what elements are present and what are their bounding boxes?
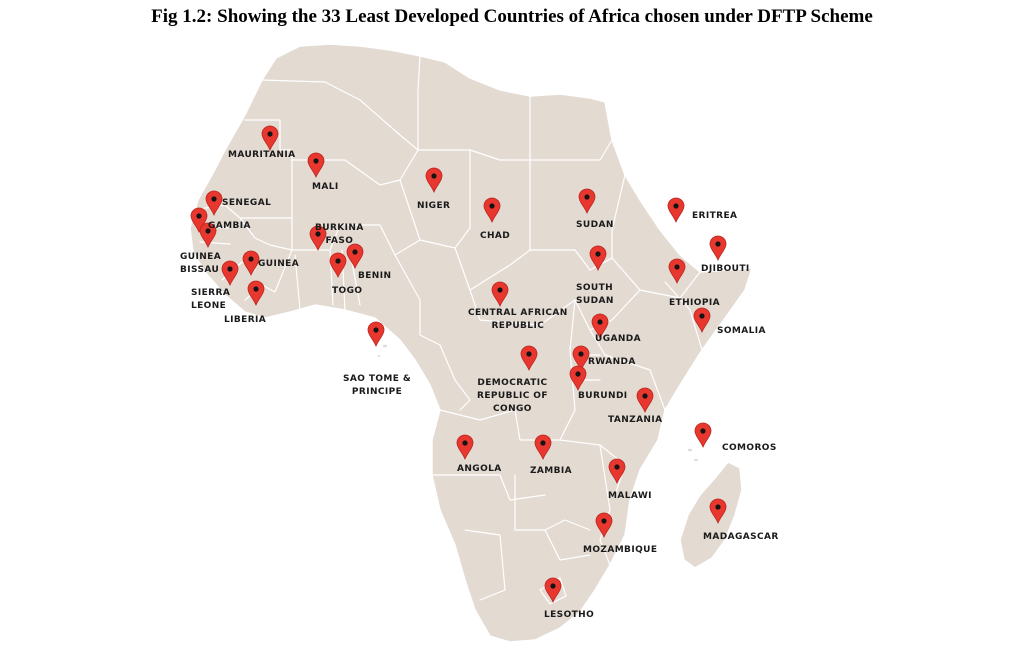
map-pin-icon [491, 281, 509, 308]
map-pin-icon [367, 321, 385, 348]
label-sudan: SUDAN [576, 220, 614, 230]
label-senegal: SENEGAL [222, 198, 272, 208]
map-pin-icon [578, 188, 596, 215]
label-uganda: UGANDA [595, 334, 642, 344]
map-pin-icon [608, 458, 626, 485]
sao-tome-island-b [376, 353, 382, 359]
map-pin-icon [329, 252, 347, 279]
label-eritrea: ERITREA [692, 211, 738, 221]
label-zambia: ZAMBIA [530, 466, 573, 476]
label-liberia: LIBERIA [224, 315, 267, 325]
map-pin-icon [595, 512, 613, 539]
label-madagascar: MADAGASCAR [703, 532, 779, 542]
label-central-african-republic: CENTRAL AFRICAN REPUBLIC [468, 308, 568, 331]
map-pin-icon [307, 152, 325, 179]
label-sao-tome-principe: SAO TOME & PRINCIPE [343, 374, 412, 397]
map-pin-icon [636, 387, 654, 414]
map-pin-icon [534, 434, 552, 461]
map-pin-icon [572, 345, 590, 372]
label-mauritania: MAURITANIA [228, 150, 296, 160]
label-mozambique: MOZAMBIQUE [583, 545, 658, 555]
label-rwanda: RWANDA [588, 357, 636, 367]
map-pin-icon [247, 280, 265, 307]
madagascar-island [679, 461, 743, 569]
label-burundi: BURUNDI [578, 391, 628, 401]
label-niger: NIGER [417, 201, 451, 211]
map-pin-icon [589, 245, 607, 272]
map-pin-icon [569, 365, 587, 392]
map-pin-icon [693, 307, 711, 334]
label-djibouti: DJIBOUTI [701, 264, 750, 274]
label-malawi: MALAWI [608, 491, 652, 501]
map-pin-icon [190, 207, 208, 234]
label-mali: MALI [312, 182, 339, 192]
map-pin-icon [456, 434, 474, 461]
map-pin-icon [668, 258, 686, 285]
comoros-island-a [686, 447, 694, 453]
map-pin-icon [694, 422, 712, 449]
comoros-island-b [692, 457, 700, 463]
label-gambia: GAMBIA [208, 221, 251, 231]
map-pin-icon [309, 225, 327, 252]
map-pin-icon [709, 498, 727, 525]
country-borders [192, 55, 703, 605]
label-chad: CHAD [480, 231, 511, 241]
label-tanzania: TANZANIA [608, 415, 663, 425]
label-angola: ANGOLA [457, 464, 502, 474]
label-sierra-leone: SIERRA LEONE [191, 288, 231, 311]
map-pin-icon [709, 235, 727, 262]
label-burkina-faso: BURKINA FASO [315, 223, 364, 246]
map-pin-icon [346, 243, 364, 270]
map-pin-icon [199, 222, 217, 249]
sao-tome-island-a [381, 343, 389, 349]
map-pin-icon [205, 190, 223, 217]
figure-title: Fig 1.2: Showing the 33 Least Developed … [151, 6, 873, 27]
label-guinea: GUINEA [258, 259, 300, 269]
map-pin-icon [242, 250, 260, 277]
map-pin-icon [261, 125, 279, 152]
label-democratic-republic-of-congo: DEMOCRATIC REPUBLIC OF CONGO [477, 378, 548, 414]
map-pin-icon [483, 197, 501, 224]
label-lesotho: LESOTHO [544, 610, 595, 620]
africa-mainland [189, 43, 753, 643]
map-pin-icon [667, 197, 685, 224]
label-guinea-bissau: GUINEA BISSAU [180, 252, 222, 275]
label-comoros: COMOROS [722, 443, 777, 453]
label-togo: TOGO [332, 286, 363, 296]
label-south-sudan: SOUTH SUDAN [576, 283, 614, 306]
pin-layer [190, 125, 727, 604]
map-pin-icon [591, 313, 609, 340]
label-benin: BENIN [358, 271, 392, 281]
label-somalia: SOMALIA [717, 326, 766, 336]
label-ethiopia: ETHIOPIA [669, 298, 720, 308]
map-pin-icon [520, 345, 538, 372]
map-pin-icon [544, 577, 562, 604]
map-pin-icon [221, 260, 239, 287]
map-pin-icon [425, 167, 443, 194]
